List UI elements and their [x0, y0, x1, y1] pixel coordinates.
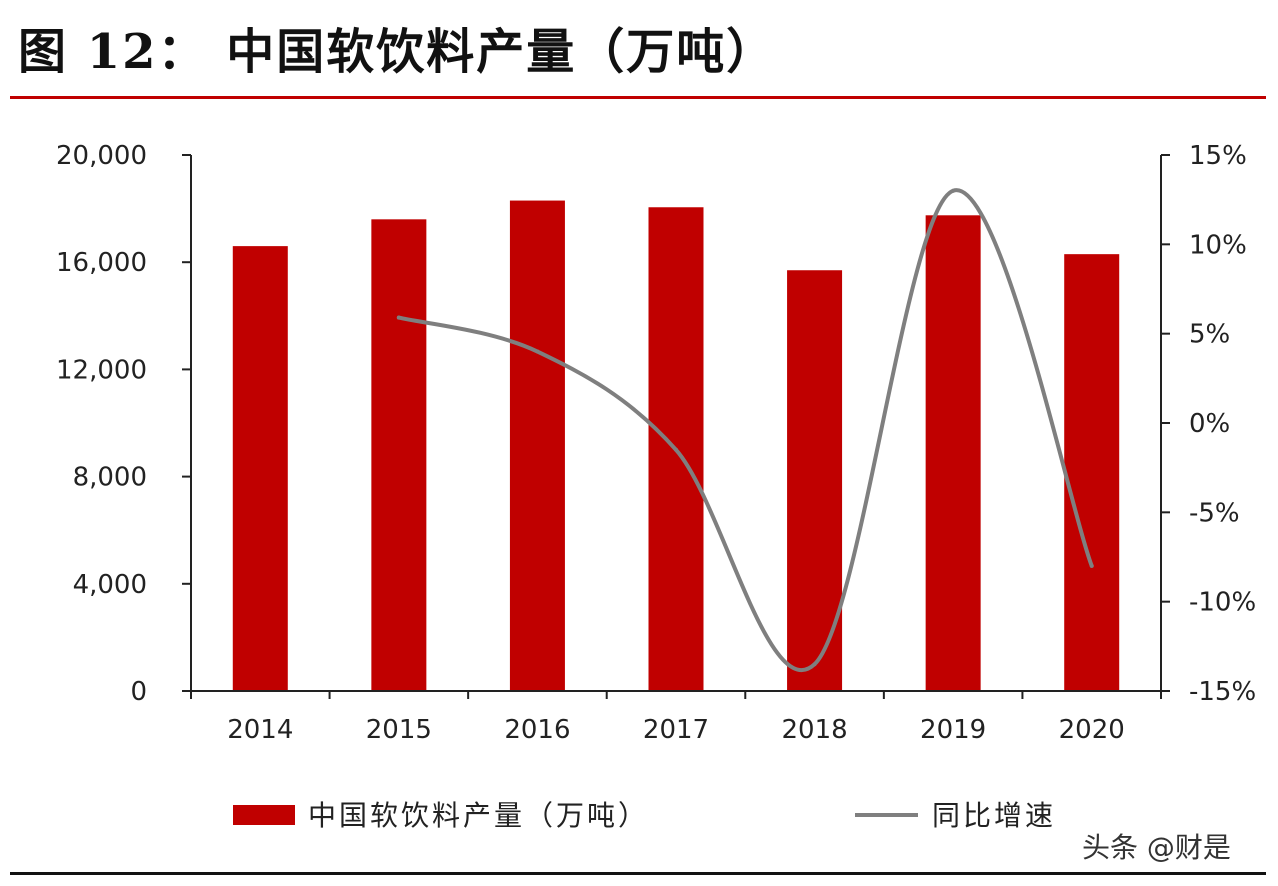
y-left-tick-label: 12,000: [56, 355, 147, 385]
growth-point-2019: [951, 188, 956, 193]
figure-title: 图 12： 中国软饮料产量（万吨）: [18, 24, 777, 80]
bottom-divider: [10, 872, 1266, 875]
y-right-tick-label: 5%: [1189, 320, 1230, 350]
x-tick-label: 2019: [920, 715, 986, 745]
y-left-tick-label: 4,000: [73, 570, 147, 600]
bar-series: [232, 200, 1120, 692]
y-left-tick-label: 8,000: [73, 463, 147, 493]
line-series: [396, 188, 1094, 673]
x-tick-label: 2016: [504, 715, 570, 745]
y-right-tick-label: 15%: [1189, 141, 1247, 171]
x-tick-label: 2020: [1059, 715, 1125, 745]
y-left-tick-label: 20,000: [56, 141, 147, 171]
legend: 中国软饮料产量（万吨） 同比增速: [233, 799, 1056, 832]
axes: 2014 2015 2016 2017 2018 2019 2020 0 4,000 8,000 1…: [56, 141, 1256, 745]
growth-point-2015: [396, 315, 401, 320]
y-right-tick-label: -5%: [1189, 498, 1240, 528]
bar-2015: [371, 219, 427, 691]
x-tick-label: 2014: [227, 715, 293, 745]
bar-2014: [232, 246, 288, 691]
y-right-tick-label: 0%: [1189, 409, 1230, 439]
bar-2019: [925, 215, 981, 692]
growth-point-2016: [535, 349, 540, 354]
legend-line-label: 同比增速: [932, 799, 1056, 832]
growth-point-2020: [1089, 563, 1094, 568]
y-right-tick-label: -10%: [1189, 588, 1256, 618]
x-tick-label: 2017: [643, 715, 709, 745]
x-tick-label: 2018: [781, 715, 847, 745]
bar-2018: [787, 270, 843, 691]
bar-2016: [509, 200, 565, 691]
y-right-tick-label: 10%: [1189, 230, 1247, 260]
growth-rate-line: [396, 188, 1094, 673]
title-divider: [10, 96, 1266, 99]
y-left-tick-label: 16,000: [56, 248, 147, 278]
y-right-tick-label: -15%: [1189, 677, 1256, 707]
y-left-tick-label: 0: [130, 677, 147, 707]
bar-2020: [1064, 254, 1120, 691]
growth-point-2017: [674, 447, 678, 452]
watermark: 头条 @财是: [1082, 831, 1231, 864]
legend-bar-swatch: [233, 805, 295, 825]
growth-point-2018: [812, 662, 817, 667]
legend-bar-label: 中国软饮料产量（万吨）: [308, 799, 649, 832]
x-tick-label: 2015: [366, 715, 432, 745]
